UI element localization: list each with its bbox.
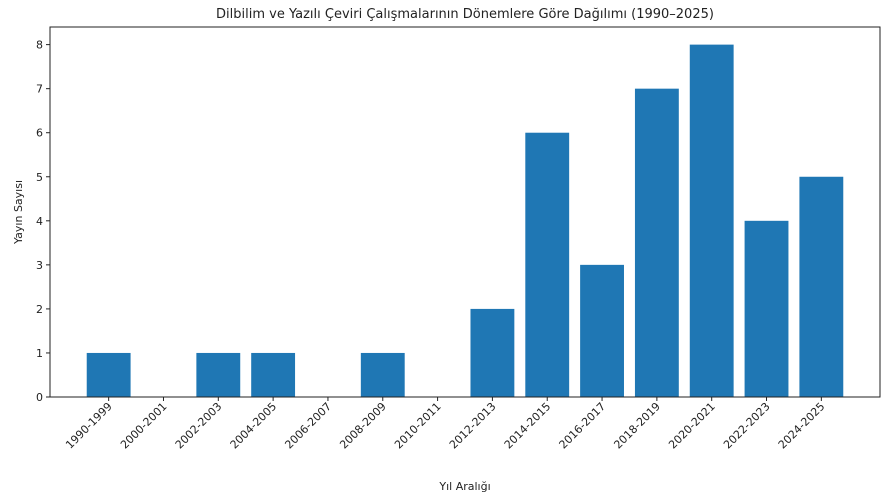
x-tick-label: 2006-2007 xyxy=(282,400,334,452)
y-tick-label: 7 xyxy=(36,83,43,96)
y-tick-label: 2 xyxy=(36,303,43,316)
bar xyxy=(196,352,241,397)
bar xyxy=(799,176,844,397)
x-tick-label: 2012-2013 xyxy=(447,400,499,452)
y-tick-label: 0 xyxy=(36,391,43,404)
x-tick-label: 2010-2011 xyxy=(392,400,444,452)
bar xyxy=(360,352,405,397)
x-tick-label: 1990-1999 xyxy=(63,400,115,452)
x-tick-label: 2022-2023 xyxy=(721,400,773,452)
x-tick-label: 2014-2015 xyxy=(502,400,554,452)
x-tick-label: 2000-2001 xyxy=(118,400,170,452)
x-axis-label: Yıl Aralığı xyxy=(438,480,490,493)
bar xyxy=(744,220,789,397)
y-tick-label: 5 xyxy=(36,171,43,184)
bar xyxy=(580,264,624,397)
x-tick-label: 2018-2019 xyxy=(611,400,663,452)
x-tick-label: 2016-2017 xyxy=(557,400,609,452)
bar xyxy=(251,352,296,397)
y-tick-label: 3 xyxy=(36,259,43,272)
x-tick-label: 2024-2025 xyxy=(776,400,828,452)
bar xyxy=(470,308,515,397)
y-axis-label: Yayın Sayısı xyxy=(12,180,25,245)
plot-frame xyxy=(49,26,881,398)
y-tick-label: 4 xyxy=(36,215,43,228)
chart-title: Dilbilim ve Yazılı Çeviri Çalışmalarının… xyxy=(216,7,714,22)
x-tick-label: 2008-2009 xyxy=(337,400,389,452)
bar xyxy=(86,352,131,397)
y-tick-label: 6 xyxy=(36,127,43,140)
x-tick-label: 2002-2003 xyxy=(173,400,225,452)
x-tick-label: 2004-2005 xyxy=(228,400,280,452)
bar xyxy=(634,88,679,398)
bar xyxy=(525,132,570,397)
y-tick-label: 1 xyxy=(36,347,43,360)
bar xyxy=(689,44,734,397)
y-tick-label: 8 xyxy=(36,39,43,52)
x-tick-label: 2020-2021 xyxy=(666,400,718,452)
